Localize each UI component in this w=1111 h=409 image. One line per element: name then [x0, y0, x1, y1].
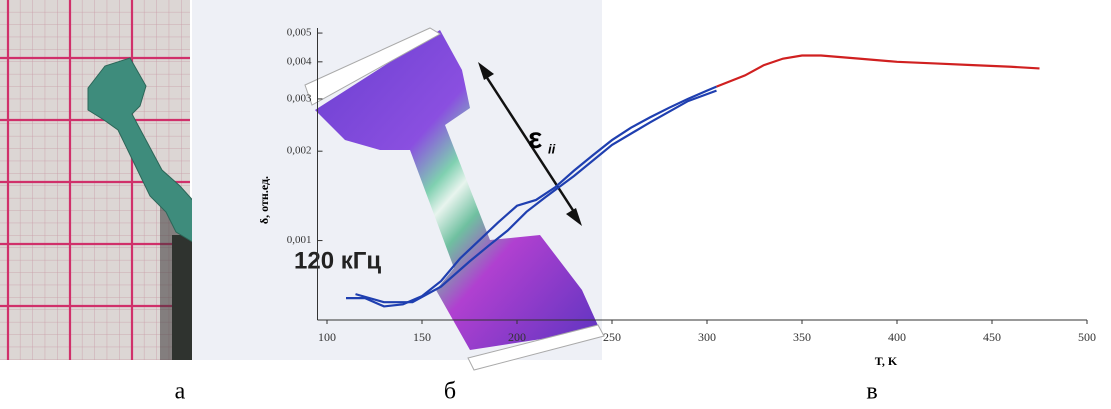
x-tick-label: 200	[508, 330, 526, 344]
simulation: ε ii 120 кГц	[192, 0, 605, 371]
y-tick-label: 0,003	[287, 92, 312, 104]
panel-label: в	[866, 379, 877, 405]
data-line	[355, 89, 717, 304]
x-tick-label: 450	[983, 330, 1001, 344]
y-tick-label: 0,005	[287, 27, 312, 39]
y-tick-label: 0,004	[287, 55, 312, 67]
x-tick-label: 350	[793, 330, 811, 344]
chart: T, K δ, отн.ед. 100 150 200 250 300 350 400 450…	[257, 27, 1096, 368]
photo	[0, 0, 211, 360]
x-tick-label: 250	[603, 330, 621, 344]
x-tick-label: 300	[698, 330, 716, 344]
panel-label: а	[175, 379, 186, 405]
x-axis-label: T, K	[875, 354, 898, 368]
strain-symbol: ε	[528, 122, 542, 155]
panel-label: б	[444, 379, 456, 405]
data-line	[716, 54, 1040, 88]
x-tick-label: 400	[888, 330, 906, 344]
frequency-label: 120 кГц	[294, 247, 381, 274]
y-tick-label: 0,002	[287, 145, 312, 157]
x-tick-label: 100	[318, 330, 336, 344]
x-tick-label: 150	[413, 330, 431, 344]
y-axis-label: δ, отн.ед.	[257, 176, 271, 224]
strain-subscript: ii	[548, 141, 556, 156]
y-tick-label: 0,001	[287, 234, 312, 246]
x-tick-label: 500	[1078, 330, 1096, 344]
